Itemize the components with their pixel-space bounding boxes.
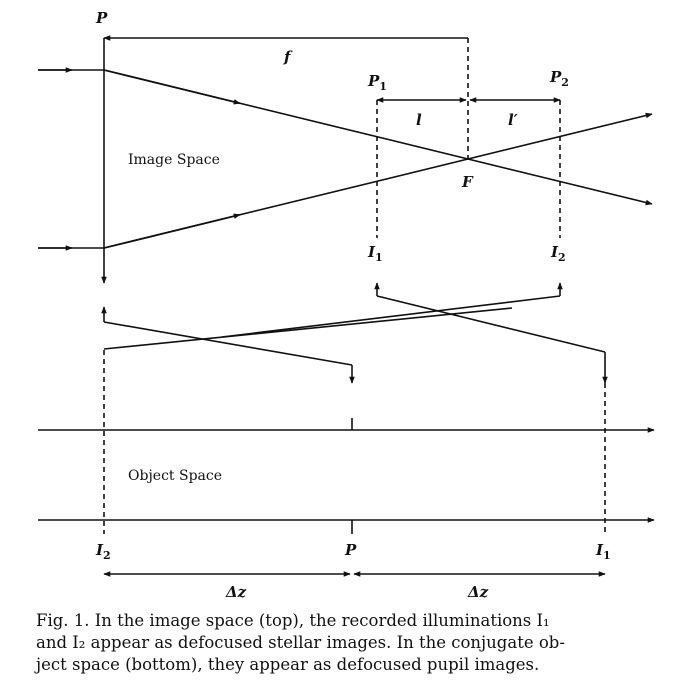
ray-down-mid-arrow: [103, 69, 241, 105]
figure-caption: Fig. 1. In the image space (top), the re…: [36, 610, 676, 676]
label-i1-top: I1: [367, 243, 383, 264]
label-p2: P2: [549, 68, 569, 89]
label-i2-bottom: I2: [95, 541, 111, 562]
label-p-bottom: P: [344, 541, 357, 559]
caption-line-3: ject space (bottom), they appear as defo…: [36, 655, 540, 674]
object-space-group: Object Space I2 P I1 Δz Δz: [38, 350, 655, 600]
label-object-space: Object Space: [128, 468, 222, 484]
optics-diagram: P f P1 P2 l l′ Image Space F I1 I2 Objec…: [38, 9, 655, 600]
label-l: l: [416, 111, 422, 129]
right-cross-ray-a: [376, 295, 606, 353]
left-cross-ray-a: [103, 321, 353, 366]
label-i2-top: I2: [550, 243, 566, 264]
label-dz-right: Δz: [467, 583, 489, 600]
label-f: f: [283, 48, 293, 66]
label-p1: P1: [367, 72, 387, 93]
label-l-prime: l′: [508, 111, 518, 129]
ray-up-mid-arrow: [103, 213, 241, 249]
label-p-top: P: [95, 9, 108, 27]
label-focus-f: F: [461, 173, 474, 191]
pupil-image-crossings: [101, 282, 608, 384]
label-dz-left: Δz: [225, 583, 247, 600]
right-cross-ray-b: [221, 295, 561, 338]
label-image-space: Image Space: [128, 152, 220, 168]
caption-line-1: Fig. 1. In the image space (top), the re…: [36, 611, 550, 630]
image-space-group: P f P1 P2 l l′ Image Space F I1 I2: [38, 9, 653, 284]
label-i1-bottom: I1: [595, 541, 611, 562]
caption-line-2: and I₂ appear as defocused stellar image…: [36, 633, 565, 652]
left-cross-ray-b: [103, 307, 513, 350]
